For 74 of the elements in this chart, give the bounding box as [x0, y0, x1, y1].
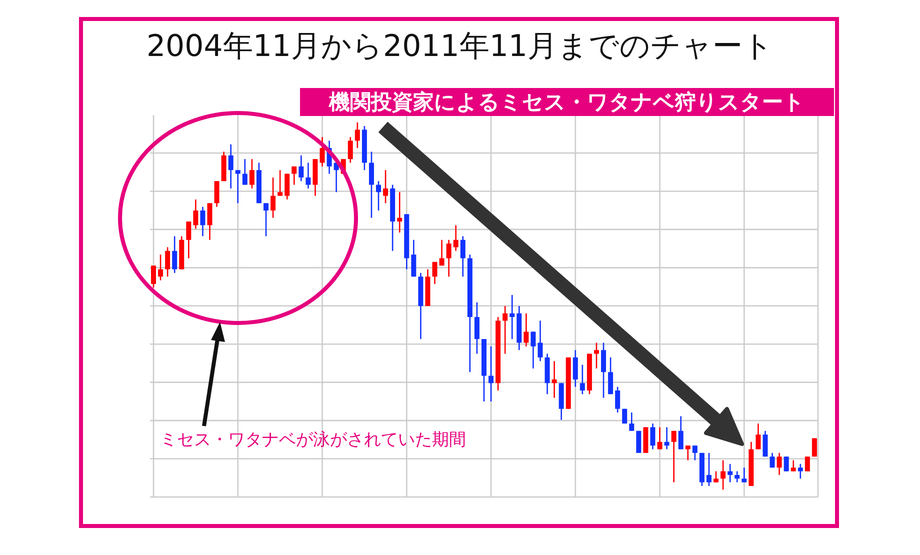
candlestick: [453, 224, 458, 252]
candlestick: [650, 422, 656, 450]
candlestick: [376, 180, 382, 212]
candlestick: [474, 302, 480, 354]
candlestick: [235, 169, 240, 204]
candlestick: [728, 463, 733, 483]
candlestick: [411, 239, 416, 278]
candlestick: [186, 220, 192, 259]
candlestick: [762, 430, 768, 458]
candlestick: [502, 305, 508, 354]
candlestick: [488, 346, 494, 402]
candlestick: [524, 312, 529, 348]
text: 機関投資家によるミセス・ワタナベ狩りスタート: [300, 88, 834, 116]
candlestick: [242, 158, 248, 186]
candlestick: [298, 154, 304, 182]
candlestick: [432, 261, 438, 285]
candlestick: [278, 169, 283, 196]
candlestick: [692, 444, 698, 461]
candlestick: [439, 239, 444, 266]
candlestick: [158, 254, 164, 281]
candlestick: [742, 466, 747, 483]
candlestick: [798, 463, 803, 480]
candlestick: [720, 460, 726, 490]
candlestick: [580, 364, 585, 395]
candlestick: [264, 202, 269, 237]
candlestick: [608, 356, 614, 395]
candlestick: [368, 151, 374, 218]
candlestick: [151, 264, 156, 288]
candlestick: [671, 430, 676, 483]
candlestick: [657, 426, 662, 450]
candlestick: [397, 191, 402, 234]
candlestick: [538, 320, 543, 362]
candlestick: [572, 349, 578, 388]
candlestick: [214, 180, 220, 208]
candlestick: [790, 460, 796, 472]
candlestick: [734, 470, 740, 483]
candlestick: [678, 416, 684, 450]
candlestick: [228, 144, 234, 190]
annotation: ミセス・ワタナベが泳がされていた期間: [160, 429, 466, 451]
candlestick: [354, 122, 360, 149]
candlestick: [165, 246, 170, 278]
chart-title: 2004年11月から2011年11月までのチャート: [145, 28, 775, 66]
candlestick: [172, 236, 178, 274]
candlestick: [249, 158, 254, 190]
candlestick: [685, 444, 690, 461]
candlestick: [804, 456, 810, 472]
candlestick: [460, 236, 466, 278]
candlestick: [615, 386, 620, 414]
candlestick: [510, 294, 515, 340]
candlestick: [284, 173, 290, 200]
candlestick: [629, 412, 634, 432]
candlestick: [292, 166, 297, 186]
candlestick: [446, 239, 452, 278]
candlestick: [348, 136, 353, 164]
candlestick: [200, 206, 206, 237]
candlestick: [664, 426, 670, 450]
candlestick: [320, 136, 325, 168]
candlestick: [270, 176, 276, 218]
candlestick: [383, 169, 388, 204]
candlestick: [770, 452, 775, 468]
candlestick: [706, 452, 712, 487]
candlestick: [306, 162, 311, 190]
candlestick: [193, 198, 198, 230]
candlestick: [207, 202, 212, 241]
candlestick: [784, 456, 789, 472]
candlestick: [530, 331, 536, 370]
candlestick: [812, 438, 817, 458]
candlestick: [756, 422, 761, 450]
candlestick: [594, 342, 599, 370]
candlestick: [636, 430, 642, 454]
candlestick: [776, 452, 782, 476]
candlestick: [552, 360, 557, 398]
candlestick: [601, 342, 606, 398]
candlestick: [714, 470, 719, 483]
